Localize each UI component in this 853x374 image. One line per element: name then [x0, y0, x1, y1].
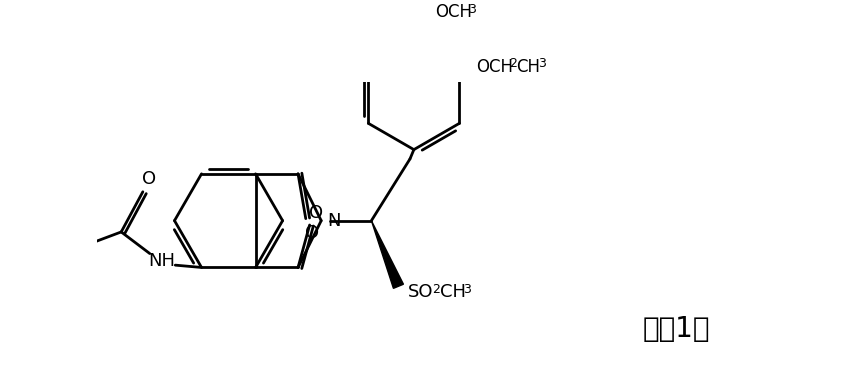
Text: CH: CH [516, 58, 540, 76]
Text: CH: CH [439, 283, 466, 301]
Text: NH: NH [148, 252, 175, 270]
Text: 2: 2 [432, 283, 440, 296]
Text: 3: 3 [537, 57, 545, 70]
Text: O: O [305, 224, 319, 242]
Text: OCH: OCH [476, 58, 513, 76]
Polygon shape [371, 221, 403, 288]
Text: OCH: OCH [435, 3, 472, 21]
Text: 式（1）: 式（1） [642, 315, 710, 343]
Text: O: O [142, 171, 156, 188]
Text: 3: 3 [467, 3, 475, 16]
Text: SO: SO [407, 283, 432, 301]
Text: 2: 2 [508, 57, 516, 70]
Text: N: N [327, 212, 340, 230]
Text: O: O [309, 203, 322, 222]
Text: 3: 3 [462, 283, 471, 296]
